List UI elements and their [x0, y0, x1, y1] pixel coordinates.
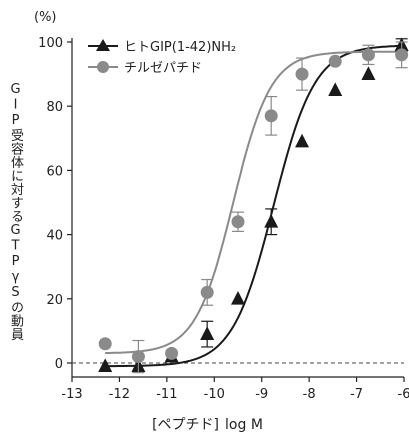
y-axis-label: GIP受容体に対するGTPγSの動員	[8, 82, 23, 341]
series-1-point-1	[131, 350, 145, 364]
series-0-point-6	[295, 133, 310, 148]
x-axis-label-text: [ペプチド]	[152, 417, 220, 433]
x-axis-unit: log M	[225, 417, 263, 433]
x-tick-label-5: -8	[303, 387, 316, 402]
x-tick-label-7: -6	[398, 387, 409, 402]
series-0-point-8	[361, 66, 376, 80]
series-1-fit-curve	[105, 50, 404, 354]
legend-marker-1	[97, 61, 109, 73]
x-tick-label-6: -7	[350, 387, 363, 402]
series-1-point-4	[231, 215, 245, 229]
legend-marker-0	[96, 39, 110, 51]
legend-label-0: ヒトGIP(1-42)NH₂	[124, 40, 236, 55]
x-tick-label-2: -11	[156, 387, 177, 402]
series-0-point-7	[328, 82, 343, 96]
y-tick-label-0: 0	[55, 357, 63, 372]
series-0-point-5	[264, 213, 279, 228]
series-1-point-9	[395, 48, 409, 62]
x-tick-label-4: -9	[255, 387, 268, 402]
x-axis-label: [ペプチド] log M	[0, 414, 409, 434]
y-tick-label-4: 80	[46, 100, 63, 115]
y-unit-label: (%)	[34, 10, 57, 25]
series-1-point-0	[98, 337, 112, 351]
y-tick-label-1: 20	[46, 293, 63, 308]
series-1-point-5	[264, 109, 278, 123]
series-1-point-8	[361, 48, 375, 62]
series-0-fit-curve	[105, 44, 404, 368]
x-tick-label-1: -12	[109, 387, 130, 402]
y-tick-label-3: 60	[46, 164, 63, 179]
series-0-point-3	[200, 326, 215, 340]
series-0-point-0	[98, 358, 113, 373]
x-tick-label-3: -10	[204, 387, 225, 402]
y-tick-label-2: 40	[46, 229, 63, 244]
series-1-point-2	[165, 346, 179, 360]
series-1-point-6	[295, 67, 309, 81]
legend-label-1: チルゼパチド	[124, 61, 202, 76]
series-1-point-7	[328, 54, 342, 68]
series-0-point-4	[231, 291, 245, 305]
series-1-point-3	[200, 285, 214, 299]
y-tick-label-5: 100	[38, 36, 63, 51]
x-tick-label-0: -13	[61, 387, 82, 402]
